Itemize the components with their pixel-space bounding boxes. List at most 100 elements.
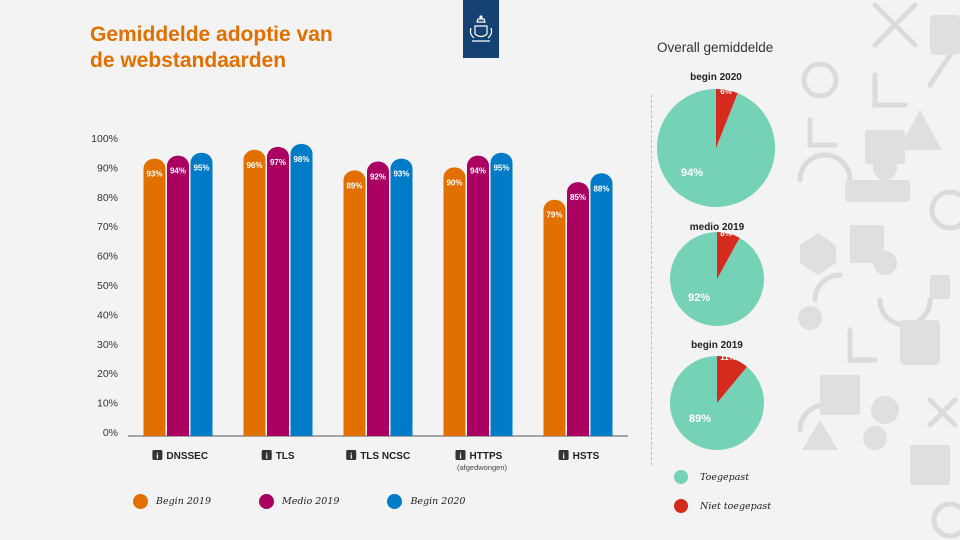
- category-label-group[interactable]: i HSTS: [558, 450, 600, 462]
- bar-group-dnssec: 93% 94% 95%: [143, 152, 213, 436]
- legend-label-medio-2019: Medio 2019: [282, 496, 340, 507]
- bar-begin2020: [590, 173, 613, 436]
- pie-label-toegepast: 94%: [681, 167, 703, 179]
- bar-medio2019: [167, 155, 189, 436]
- info-icon-glyph: i: [562, 452, 565, 461]
- category-label: TLS: [276, 451, 295, 462]
- bar-legend: Begin 2019 Medio 2019 Begin 2020: [133, 494, 513, 509]
- category-label: DNSSEC: [166, 451, 208, 462]
- bar-medio2019: [367, 161, 389, 436]
- bar-begin2019: [143, 158, 166, 436]
- info-icon[interactable]: [261, 450, 272, 460]
- pie-legend-toegepast: Toegepast: [674, 470, 749, 484]
- title-line-1: Gemiddelde adoptie van: [90, 23, 333, 46]
- bar-value-label: 94%: [470, 167, 486, 176]
- y-tick-label: 0%: [103, 427, 118, 439]
- bar-base-begin2020: [590, 428, 613, 436]
- pie-legend-niet-toegepast: Niet toegepast: [674, 499, 771, 513]
- page-title: Gemiddelde adoptie van de webstandaarden: [90, 22, 390, 74]
- bar-base-begin2019: [443, 428, 466, 436]
- bar-begin2019: [543, 199, 566, 436]
- pie-label-niet-toegepast: 8%: [720, 229, 732, 238]
- y-tick-label: 40%: [97, 309, 118, 321]
- bar-value-label: 92%: [370, 173, 386, 182]
- info-icon[interactable]: [346, 450, 357, 460]
- bar-base-begin2020: [490, 428, 513, 436]
- pie-legend-swatch-toegepast: [674, 470, 688, 484]
- bar-begin2019: [243, 149, 266, 436]
- bar-base-medio2019: [467, 428, 489, 436]
- bar-base-medio2019: [367, 428, 389, 436]
- y-tick-label: 10%: [97, 398, 118, 410]
- info-icon[interactable]: [455, 450, 466, 460]
- pie-label-toegepast: 92%: [688, 292, 710, 304]
- bar-begin2020: [190, 152, 213, 436]
- info-icon-glyph: i: [350, 452, 353, 461]
- pie-title: medio 2019: [690, 222, 745, 233]
- pie-slice-niet-toegepast: [717, 232, 740, 279]
- legend-label-begin-2019: Begin 2019: [156, 496, 212, 507]
- bar-value-label: 98%: [293, 155, 309, 164]
- bar-medio2019: [267, 146, 289, 436]
- bar-value-label: 94%: [170, 167, 186, 176]
- legend-item-begin-2019: Begin 2019: [133, 494, 211, 509]
- pie-title: begin 2020: [690, 72, 742, 83]
- bar-value-label: 89%: [346, 181, 362, 190]
- y-tick-label: 70%: [97, 221, 118, 233]
- pie-title: begin 2019: [691, 340, 743, 351]
- bar-medio2019: [467, 155, 489, 436]
- bar-medio2019: [567, 182, 589, 436]
- legend-swatch-begin-2020: [387, 494, 403, 509]
- bar-base-begin2019: [243, 428, 266, 436]
- pie-legend-label-niet-toegepast: Niet toegepast: [700, 500, 772, 512]
- info-icon-glyph: i: [156, 452, 159, 461]
- pie-charts: begin 2020 94% 6% medio 2019 92% 8% begin 2019…: [657, 72, 776, 450]
- pie-label-niet-toegepast: 6%: [720, 87, 732, 96]
- info-icon[interactable]: [152, 450, 163, 460]
- bar-group-tls: 96% 97% 98%: [243, 143, 313, 436]
- pie-legend-swatch-niet-toegepast: [674, 499, 688, 513]
- bar-begin2019: [343, 170, 366, 436]
- bar-begin2020: [390, 158, 413, 436]
- pie-label-toegepast: 89%: [689, 413, 711, 425]
- pie-slice-toegepast: [669, 356, 764, 450]
- y-tick-label: 50%: [97, 280, 118, 292]
- bar-value-label: 95%: [493, 164, 509, 173]
- pie-slice-niet-toegepast: [717, 355, 747, 403]
- coat-of-arms-icon: [469, 15, 493, 42]
- pie-medio-2019: medio 2019 92% 8%: [670, 222, 764, 326]
- pie-begin-2020: begin 2020 94% 6%: [657, 72, 776, 208]
- y-tick-label: 60%: [97, 251, 118, 263]
- category-label-group[interactable]: i HTTPS(afgedwongen): [455, 450, 508, 472]
- bar-base-medio2019: [167, 428, 189, 436]
- info-icon[interactable]: [558, 450, 569, 460]
- y-tick-label: 90%: [97, 162, 118, 174]
- legend-swatch-medio-2019: [259, 494, 275, 509]
- bar-base-begin2019: [343, 428, 366, 436]
- bar-base-begin2020: [390, 428, 413, 436]
- category-label-group[interactable]: i TLS NCSC: [346, 450, 410, 462]
- pie-legend-label-toegepast: Toegepast: [700, 471, 750, 483]
- y-tick-label: 20%: [97, 368, 118, 380]
- y-tick-label: 30%: [97, 339, 118, 351]
- bar-group-https: 90% 94% 95%: [443, 152, 513, 436]
- y-tick-label: 80%: [97, 192, 118, 204]
- bar-base-medio2019: [267, 428, 289, 436]
- bar-value-label: 95%: [193, 164, 209, 173]
- bar-base-begin2020: [190, 428, 213, 436]
- pie-slice-niet-toegepast: [716, 89, 738, 148]
- bar-base-begin2020: [290, 428, 313, 436]
- bar-begin2019: [443, 167, 466, 436]
- bar-base-medio2019: [567, 428, 589, 436]
- decorative-icon-pattern: [797, 2, 960, 539]
- pie-section-title: Overall gemiddelde: [657, 40, 774, 55]
- category-label-group[interactable]: i TLS: [261, 450, 295, 462]
- y-tick-label: 100%: [91, 133, 118, 145]
- category-label-group[interactable]: i DNSSEC: [152, 450, 208, 462]
- bar-value-label: 93%: [393, 170, 409, 179]
- category-label: HSTS: [573, 451, 600, 462]
- info-icon-glyph: i: [459, 452, 462, 461]
- bar-begin2020: [490, 152, 513, 436]
- bar-value-label: 93%: [146, 170, 162, 179]
